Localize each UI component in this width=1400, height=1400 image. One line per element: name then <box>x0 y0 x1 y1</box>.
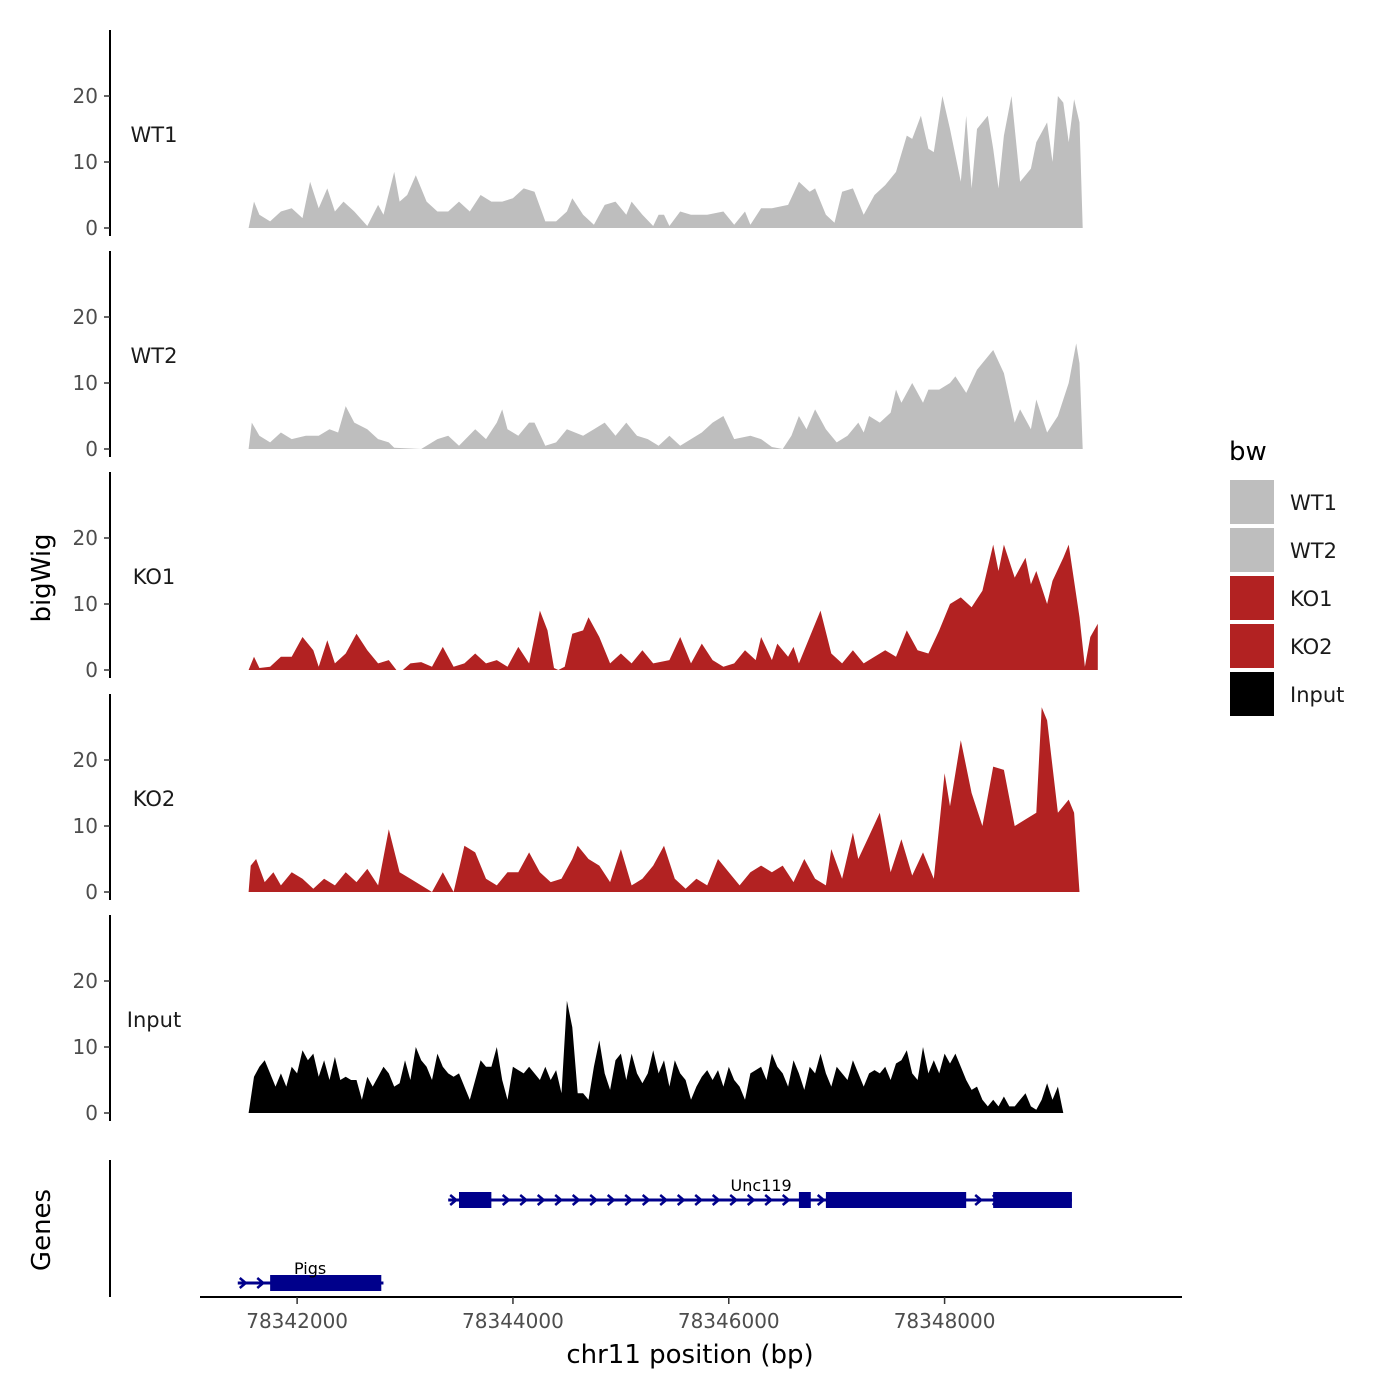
gene-exon <box>825 1192 967 1208</box>
legend-label: KO1 <box>1290 587 1333 611</box>
track-label-wt1: WT1 <box>131 123 178 147</box>
area-wt1 <box>248 96 1083 228</box>
y-axis-title: bigWig <box>27 533 57 622</box>
legend-swatch <box>1230 672 1274 716</box>
legend-swatch <box>1230 480 1274 524</box>
genes-axis-title: Genes <box>27 1189 57 1271</box>
legend-label: WT2 <box>1290 539 1337 563</box>
strand-arrow <box>711 1194 721 1206</box>
y-tick-label: 10 <box>73 592 98 616</box>
strand-arrow <box>676 1194 686 1206</box>
gene-exon <box>798 1192 811 1208</box>
legend-item-wt2: WT2 <box>1230 528 1337 572</box>
legend-label: Input <box>1290 683 1344 707</box>
track-wt1: 0 10 20 WT1 <box>73 30 1083 240</box>
y-tick-label: 0 <box>85 880 98 904</box>
strand-arrow <box>606 1194 616 1206</box>
legend-swatch <box>1230 624 1274 668</box>
legend-item-ko1: KO1 <box>1230 576 1333 620</box>
strand-arrow <box>729 1194 739 1206</box>
gene-exon <box>270 1275 382 1291</box>
legend-item-wt1: WT1 <box>1230 480 1337 524</box>
gene-unc119: Unc119 <box>448 1176 1072 1208</box>
gene-name-label: Pigs <box>294 1259 326 1278</box>
signal-tracks: 0 10 20 WT1 0 10 20 WT2 0 10 20 KO1 0 10 20 KO2 0 10 20 Inp… <box>73 30 1098 1125</box>
area-ko2 <box>248 707 1080 892</box>
strand-arrow <box>974 1194 984 1206</box>
strand-arrow <box>764 1194 774 1206</box>
strand-arrow <box>659 1194 669 1206</box>
gene-exon <box>993 1192 1072 1208</box>
track-label-ko2: KO2 <box>133 787 176 811</box>
track-input: 0 10 20 Input <box>73 915 1064 1125</box>
y-tick-label: 10 <box>73 1035 98 1059</box>
legend-item-ko2: KO2 <box>1230 624 1333 668</box>
y-tick-label: 0 <box>85 1101 98 1125</box>
x-tick-label: 78346000 <box>678 1309 780 1333</box>
gene-exon <box>458 1192 492 1208</box>
legend-swatch <box>1230 576 1274 620</box>
x-axis-title: chr11 position (bp) <box>566 1340 813 1370</box>
x-tick-label: 78344000 <box>462 1309 564 1333</box>
track-label-wt2: WT2 <box>131 344 178 368</box>
legend-item-input: Input <box>1230 672 1344 716</box>
x-tick-label: 78342000 <box>246 1309 348 1333</box>
strand-arrow <box>554 1194 564 1206</box>
strand-arrow <box>238 1277 248 1289</box>
gene-name-label: Unc119 <box>731 1176 792 1195</box>
x-tick-label: 78348000 <box>894 1309 996 1333</box>
y-tick-label: 20 <box>73 84 98 108</box>
strand-arrow <box>501 1194 511 1206</box>
strand-arrow <box>571 1194 581 1206</box>
area-wt2 <box>248 343 1083 449</box>
track-label-input: Input <box>127 1008 181 1032</box>
y-tick-label: 0 <box>85 216 98 240</box>
y-tick-label: 10 <box>73 371 98 395</box>
track-ko1: 0 10 20 KO1 <box>73 472 1098 682</box>
track-wt2: 0 10 20 WT2 <box>73 251 1083 461</box>
y-tick-label: 10 <box>73 814 98 838</box>
gene-track: Unc119 Pigs <box>109 1160 1072 1297</box>
legend-label: KO2 <box>1290 635 1333 659</box>
y-tick-label: 20 <box>73 526 98 550</box>
gene-pigs: Pigs <box>237 1259 384 1291</box>
y-tick-label: 20 <box>73 969 98 993</box>
strand-arrow <box>536 1194 546 1206</box>
strand-arrow <box>519 1194 529 1206</box>
strand-arrow <box>256 1277 266 1289</box>
track-label-ko1: KO1 <box>133 565 176 589</box>
strand-arrow <box>746 1194 756 1206</box>
y-tick-label: 20 <box>73 305 98 329</box>
strand-arrow <box>624 1194 634 1206</box>
strand-arrow <box>694 1194 704 1206</box>
strand-arrow <box>589 1194 599 1206</box>
y-tick-label: 10 <box>73 150 98 174</box>
y-tick-label: 0 <box>85 437 98 461</box>
y-tick-label: 20 <box>73 748 98 772</box>
legend-swatch <box>1230 528 1274 572</box>
legend-title: bw <box>1229 437 1267 467</box>
area-input <box>248 1000 1064 1113</box>
strand-arrow <box>781 1194 791 1206</box>
x-axis: 78342000 78344000 78346000 78348000 <box>200 1296 1182 1333</box>
strand-arrow <box>816 1194 826 1206</box>
area-ko1 <box>248 544 1098 670</box>
track-ko2: 0 10 20 KO2 <box>73 694 1080 904</box>
y-tick-label: 0 <box>85 658 98 682</box>
strand-arrow <box>449 1194 459 1206</box>
legend: bw WT1 WT2 KO1 KO2 Input <box>1229 437 1344 716</box>
strand-arrow <box>641 1194 651 1206</box>
legend-label: WT1 <box>1290 491 1337 515</box>
